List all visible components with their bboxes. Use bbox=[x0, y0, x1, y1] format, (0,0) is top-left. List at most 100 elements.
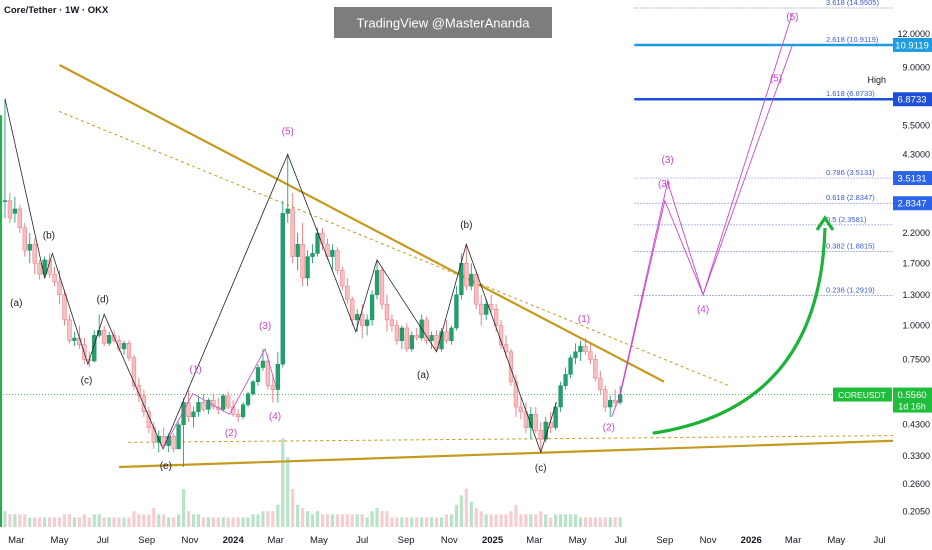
price-tag[interactable] bbox=[893, 37, 932, 52]
candle[interactable] bbox=[429, 335, 434, 341]
candle[interactable] bbox=[603, 389, 608, 408]
candle[interactable] bbox=[325, 243, 330, 257]
candle[interactable] bbox=[7, 200, 13, 219]
candle[interactable] bbox=[360, 314, 365, 326]
candle[interactable] bbox=[454, 294, 459, 329]
candle[interactable] bbox=[121, 343, 127, 350]
candle[interactable] bbox=[171, 435, 176, 450]
candle[interactable] bbox=[528, 414, 533, 428]
candle[interactable] bbox=[295, 243, 300, 257]
candle[interactable] bbox=[92, 335, 97, 362]
candle[interactable] bbox=[350, 299, 355, 321]
candle[interactable] bbox=[340, 270, 345, 287]
candle[interactable] bbox=[67, 319, 72, 341]
current-price-tag[interactable] bbox=[893, 387, 932, 413]
candle[interactable] bbox=[106, 335, 112, 344]
candle[interactable] bbox=[151, 427, 156, 443]
candle[interactable] bbox=[32, 243, 37, 264]
candle[interactable] bbox=[474, 273, 479, 305]
candles[interactable] bbox=[0, 98, 623, 528]
candle[interactable] bbox=[484, 303, 489, 315]
candle[interactable] bbox=[255, 367, 261, 383]
candle[interactable] bbox=[310, 253, 315, 257]
candle[interactable] bbox=[444, 331, 449, 341]
candle[interactable] bbox=[57, 281, 62, 296]
candle[interactable] bbox=[176, 424, 181, 450]
candle[interactable] bbox=[489, 303, 494, 310]
candle[interactable] bbox=[250, 381, 256, 394]
candle[interactable] bbox=[449, 327, 454, 341]
candle[interactable] bbox=[290, 208, 295, 257]
candle[interactable] bbox=[235, 414, 241, 418]
candle[interactable] bbox=[394, 325, 400, 341]
candle[interactable] bbox=[578, 345, 583, 353]
candle[interactable] bbox=[146, 411, 151, 428]
candle[interactable] bbox=[434, 335, 439, 350]
candle[interactable] bbox=[270, 385, 276, 390]
candle[interactable] bbox=[211, 399, 216, 408]
candle[interactable] bbox=[226, 395, 231, 408]
symbol-badge[interactable] bbox=[833, 387, 892, 402]
candle[interactable] bbox=[280, 213, 285, 365]
candle[interactable] bbox=[27, 243, 32, 251]
candle[interactable] bbox=[608, 399, 613, 408]
candle[interactable] bbox=[548, 421, 553, 428]
candle[interactable] bbox=[533, 414, 538, 431]
candle[interactable] bbox=[424, 319, 429, 341]
candle[interactable] bbox=[17, 208, 22, 229]
candle[interactable] bbox=[136, 385, 142, 397]
candle[interactable] bbox=[389, 319, 395, 326]
candle[interactable] bbox=[300, 243, 305, 279]
candle[interactable] bbox=[588, 351, 593, 360]
candle[interactable] bbox=[221, 395, 226, 410]
candle[interactable] bbox=[320, 232, 325, 245]
price-axis[interactable]: 12.00009.00006.90005.50004.30002.20001.7… bbox=[833, 0, 932, 550]
candle[interactable] bbox=[598, 377, 603, 390]
candle[interactable] bbox=[583, 345, 588, 353]
candle[interactable] bbox=[72, 337, 77, 341]
price-tag[interactable] bbox=[893, 171, 932, 186]
candle[interactable] bbox=[161, 435, 166, 446]
candle[interactable] bbox=[379, 270, 385, 305]
candle[interactable] bbox=[285, 208, 290, 214]
candle[interactable] bbox=[335, 249, 340, 271]
candle[interactable] bbox=[493, 308, 499, 326]
candle[interactable] bbox=[2, 200, 8, 202]
candle[interactable] bbox=[196, 402, 201, 413]
candle[interactable] bbox=[369, 294, 375, 321]
candle[interactable] bbox=[47, 259, 52, 275]
candle[interactable] bbox=[245, 393, 251, 405]
candle[interactable] bbox=[573, 351, 578, 359]
price-tag[interactable] bbox=[893, 196, 932, 211]
candle[interactable] bbox=[275, 363, 280, 390]
candle[interactable] bbox=[404, 327, 409, 350]
candle[interactable] bbox=[409, 335, 414, 350]
candle[interactable] bbox=[141, 395, 147, 413]
candle[interactable] bbox=[52, 273, 57, 283]
candle[interactable] bbox=[593, 359, 598, 379]
candle[interactable] bbox=[414, 335, 419, 339]
candle[interactable] bbox=[240, 404, 246, 418]
candle[interactable] bbox=[518, 406, 524, 413]
candle[interactable] bbox=[37, 263, 42, 275]
candle[interactable] bbox=[469, 273, 474, 287]
candle[interactable] bbox=[355, 314, 360, 321]
candle[interactable] bbox=[206, 399, 211, 410]
candle[interactable] bbox=[0, 115, 2, 528]
candle[interactable] bbox=[265, 360, 271, 386]
candle[interactable] bbox=[613, 399, 618, 403]
time-axis[interactable]: Mar May Jul Sep Nov 2024 Mar May Jul Sep Nov 2025 Ma… bbox=[0, 528, 932, 550]
candle[interactable] bbox=[503, 344, 509, 353]
candle[interactable] bbox=[399, 327, 405, 341]
candle[interactable] bbox=[191, 411, 196, 418]
candle[interactable] bbox=[260, 360, 266, 368]
candle[interactable] bbox=[201, 402, 206, 410]
candle[interactable] bbox=[330, 249, 335, 257]
candle[interactable] bbox=[374, 270, 380, 296]
candle[interactable] bbox=[12, 208, 18, 214]
candle[interactable] bbox=[345, 285, 350, 300]
candle[interactable] bbox=[126, 343, 132, 359]
candle[interactable] bbox=[538, 430, 543, 440]
candle[interactable] bbox=[563, 374, 568, 386]
